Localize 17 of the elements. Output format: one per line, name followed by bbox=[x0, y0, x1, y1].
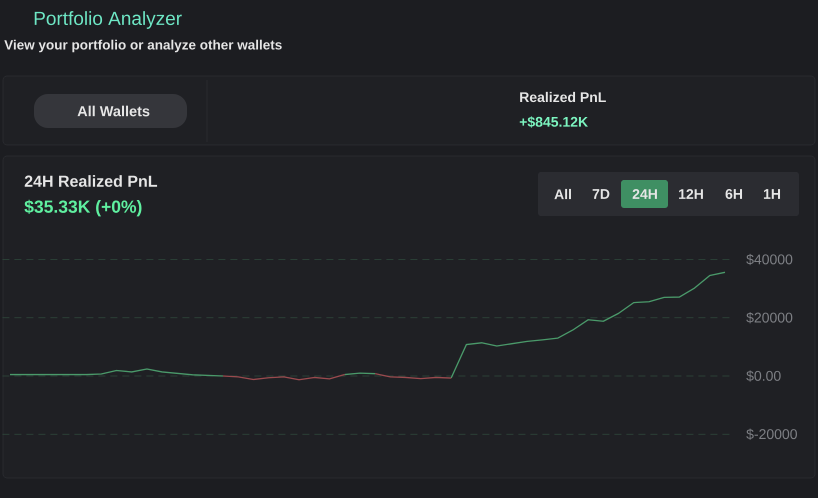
text: 12H bbox=[679, 189, 703, 199]
text: 24H bbox=[632, 189, 657, 199]
y-tick-label: $40000 bbox=[746, 254, 792, 266]
text: View your portfolio or analyze other wallets bbox=[4, 40, 282, 52]
text: 7D bbox=[592, 189, 610, 199]
text: All Wallets bbox=[78, 106, 150, 116]
y-tick-label: $-20000 bbox=[746, 428, 797, 440]
chart-subtitle: $35.33K (+0%) bbox=[24, 200, 142, 216]
text: 6H bbox=[726, 189, 742, 199]
text: Realized PnL bbox=[520, 92, 606, 102]
text: 1H bbox=[764, 189, 780, 199]
text: +$845.12K bbox=[520, 116, 588, 128]
text: Portfolio Analyzer bbox=[34, 11, 182, 29]
chart-title: 24H Realized PnL bbox=[24, 175, 158, 187]
y-tick-label: $20000 bbox=[746, 312, 792, 324]
text: All bbox=[554, 188, 571, 200]
y-tick-label: $0.00 bbox=[746, 370, 781, 382]
